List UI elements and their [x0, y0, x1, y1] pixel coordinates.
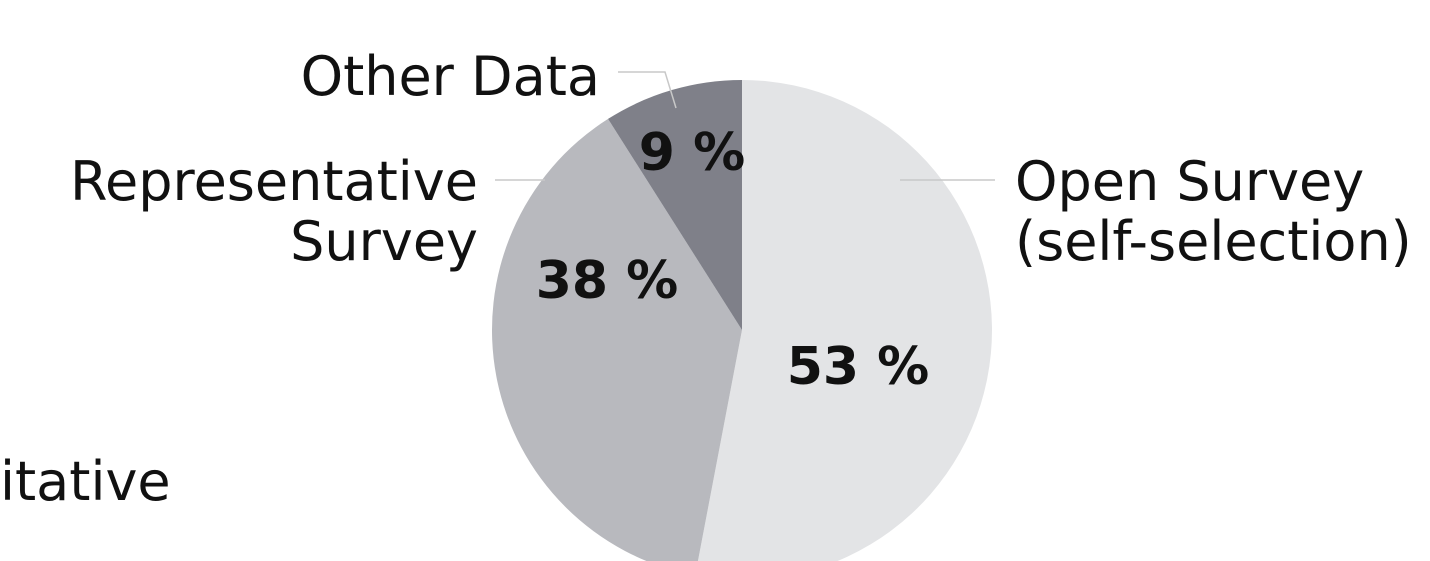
- value-label: 9 %: [639, 123, 745, 183]
- slice-label-line: Survey: [290, 210, 478, 273]
- value-label: 38 %: [536, 251, 679, 311]
- value-label: 53 %: [787, 337, 930, 397]
- slice-label: Other Data: [301, 45, 600, 108]
- annotation: itative: [0, 450, 171, 513]
- slice-label-line: Other Data: [301, 45, 600, 108]
- pie-slice: [608, 80, 742, 330]
- pie-slice: [697, 80, 992, 561]
- slice-label-line: Representative: [70, 150, 478, 213]
- slice-label: Representative Survey: [70, 150, 478, 273]
- slice-label-line: Open Survey: [1015, 150, 1364, 213]
- slice-label-line: (self-selection): [1015, 210, 1412, 273]
- leader-line: [618, 71, 677, 109]
- slice-label: Open Survey (self-selection): [1015, 150, 1412, 273]
- pie-slice: [492, 118, 742, 561]
